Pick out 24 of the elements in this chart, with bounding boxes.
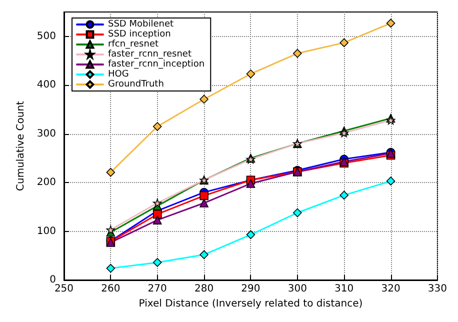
legend-label: faster_rcnn_resnet <box>108 50 192 60</box>
x-tick-label: 330 <box>428 284 448 294</box>
x-tick-label: 290 <box>241 284 260 294</box>
legend-label: SSD inception <box>108 30 171 40</box>
legend-label: GroundTruth <box>108 80 164 90</box>
x-tick-label: 320 <box>381 284 400 294</box>
legend-label: SSD Mobilenet <box>108 20 174 30</box>
x-axis-title: Pixel Distance (Inversely related to distance) <box>138 298 363 310</box>
y-tick-label: 200 <box>36 177 56 188</box>
legend-label: rfcn_resnet <box>108 40 159 50</box>
y-tick-label: 0 <box>50 274 56 286</box>
legend-label: faster_rcnn_inception <box>108 60 205 70</box>
legend-label: HOG <box>108 70 129 80</box>
y-tick-label: 400 <box>36 80 56 91</box>
x-tick-label: 260 <box>101 284 120 294</box>
y-tick-label: 300 <box>36 128 56 140</box>
y-tick-label: 100 <box>36 226 56 237</box>
x-tick-label: 280 <box>194 284 214 294</box>
x-tick-label: 300 <box>288 284 307 294</box>
x-tick-label: 250 <box>54 284 74 294</box>
y-axis-title: Cumulative Count <box>16 100 26 191</box>
x-tick-label: 270 <box>148 284 167 294</box>
y-tick-label: 500 <box>36 30 56 42</box>
x-tick-label: 310 <box>334 284 354 294</box>
